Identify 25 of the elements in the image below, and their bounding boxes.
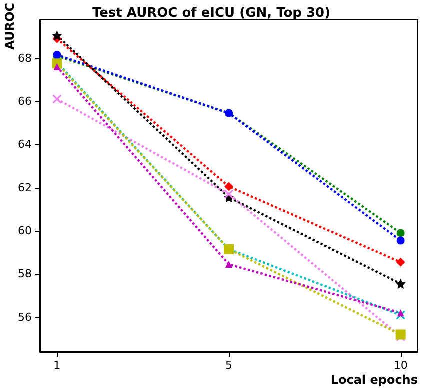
y-tick-label: 62 <box>18 181 32 194</box>
point <box>396 330 406 340</box>
y-axis-title: AUROC <box>3 2 17 50</box>
y-tick-label: 56 <box>18 310 32 324</box>
point <box>396 236 405 245</box>
point <box>226 261 232 268</box>
point <box>396 229 405 238</box>
y-tick-label: 58 <box>18 268 32 281</box>
y-tick-label: 64 <box>18 138 32 152</box>
chart-title: Test AUROC of eICU (GN, Top 30) <box>92 6 331 21</box>
point <box>52 94 62 104</box>
point <box>54 63 61 70</box>
x-tick-label: 10 <box>394 359 408 372</box>
point <box>397 310 404 317</box>
y-tick-label: 68 <box>18 52 32 65</box>
x-axis-title: Local epochs <box>330 373 418 387</box>
point <box>52 30 62 41</box>
point <box>396 258 406 267</box>
point <box>224 190 234 199</box>
point <box>224 182 234 192</box>
y-tick-label: 66 <box>18 94 32 108</box>
x-tick-label: 5 <box>226 359 232 372</box>
y-tick-label: 60 <box>18 224 32 238</box>
x-tick-label: 1 <box>54 359 61 372</box>
point <box>396 278 406 289</box>
